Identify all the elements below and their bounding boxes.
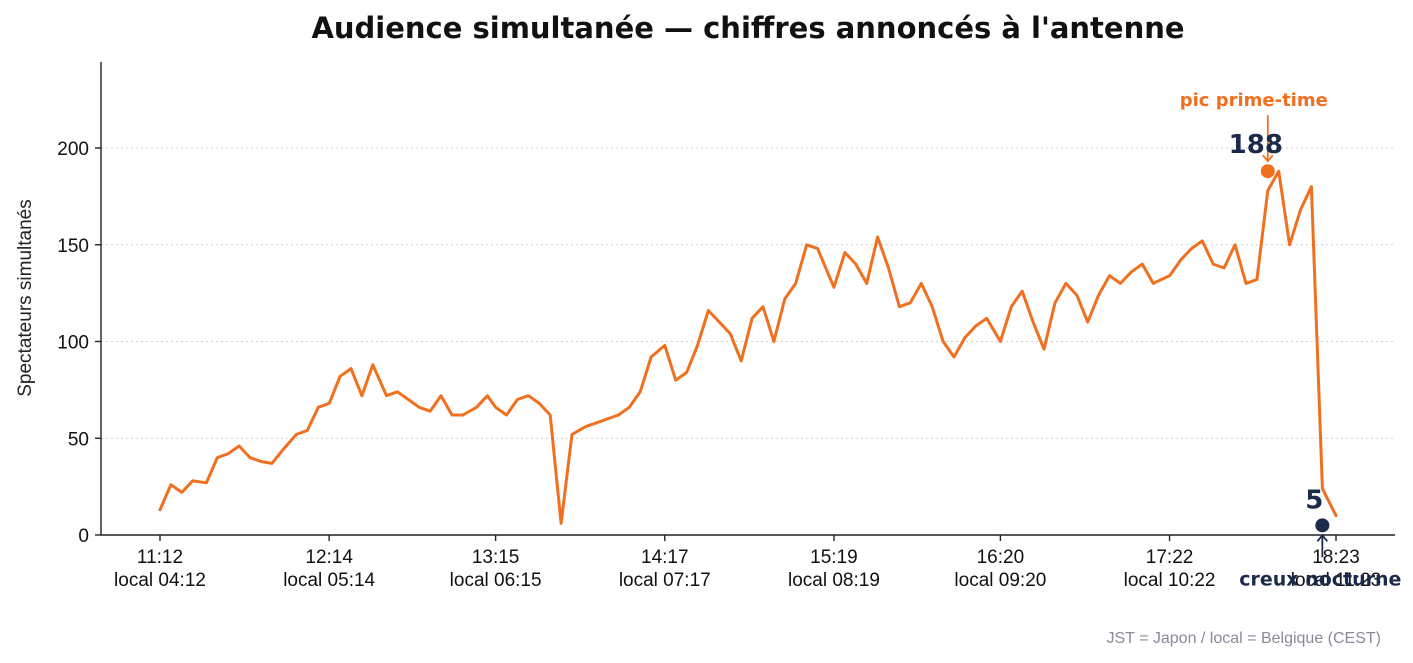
x-tick-sublabel-3: local 07:17 — [619, 570, 711, 591]
low-value-label: 5 — [1305, 485, 1323, 515]
x-tick-label-7: 18:23 — [1312, 547, 1360, 568]
peak-value-label: 188 — [1229, 130, 1283, 160]
x-tick-sublabel-0: local 04:12 — [114, 570, 206, 591]
x-tick-sublabel-7: local 11:23 — [1291, 570, 1382, 591]
low-arrowhead — [1316, 533, 1329, 542]
x-tick-sublabel-4: local 08:19 — [788, 570, 880, 591]
low-annotation-label: creux nocturne — [1239, 568, 1401, 590]
chart-title: Audience simultanée — chiffres annoncés … — [311, 11, 1184, 45]
x-tick-label-5: 16:20 — [977, 547, 1025, 568]
x-tick-label-4: 15:19 — [810, 547, 858, 568]
y-tick-label-0: 0 — [78, 526, 89, 547]
x-tick-sublabel-2: local 06:15 — [450, 570, 542, 591]
low-marker — [1315, 518, 1330, 533]
y-tick-label-200: 200 — [57, 139, 89, 160]
audience-series-line — [158, 169, 1338, 525]
peak-arrowhead — [1262, 154, 1274, 163]
footnote: JST = Japon / local = Belgique (CEST) — [1106, 630, 1381, 647]
x-tick-label-6: 17:22 — [1146, 547, 1194, 568]
peak-annotation-label: pic prime-time — [1180, 90, 1328, 111]
y-axis-ticks: 0 50 100 150 200 — [57, 139, 101, 547]
peak-marker — [1260, 164, 1275, 179]
x-tick-label-1: 12:14 — [305, 547, 353, 568]
x-tick-sublabel-6: local 10:22 — [1124, 570, 1216, 591]
y-tick-label-150: 150 — [57, 236, 89, 257]
x-tick-sublabel-5: local 09:20 — [954, 570, 1046, 591]
low-annotation: 5 creux nocturne — [1239, 485, 1401, 590]
peak-annotation: pic prime-time 188 — [1180, 90, 1328, 179]
y-tick-label-50: 50 — [68, 429, 89, 450]
y-axis-label: Spectateurs simultanés — [15, 199, 36, 397]
x-tick-label-2: 13:15 — [472, 547, 520, 568]
grid-lines — [101, 147, 1395, 439]
x-tick-label-0: 11:12 — [137, 547, 183, 568]
y-tick-label-100: 100 — [57, 333, 89, 354]
x-tick-label-3: 14:17 — [641, 547, 689, 568]
x-tick-sublabel-1: local 05:14 — [283, 570, 375, 591]
